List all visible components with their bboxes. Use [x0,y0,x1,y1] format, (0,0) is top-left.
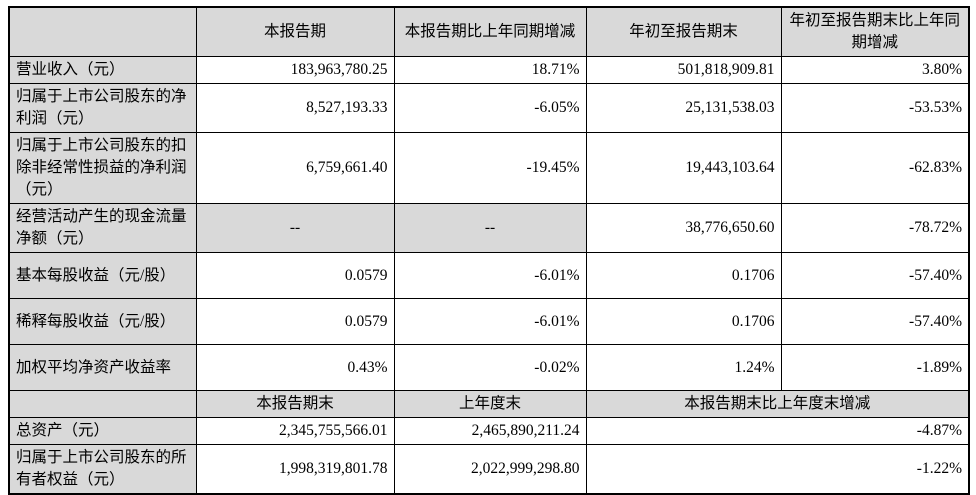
cell-period-end: 1,998,319,801.78 [195,444,395,495]
header-yoy-change: 本报告期比上年同期增减 [393,6,587,57]
cell-yoy: -6.01% [393,298,587,345]
cell-ytd: 501,818,909.81 [585,56,782,84]
cell-ytd: 38,776,650.60 [585,203,782,253]
cell-prev-year-end: 2,022,999,298.80 [393,444,587,495]
table-row-diluted-eps: 稀释每股收益（元/股） 0.0579 -6.01% 0.1706 -57.40% [8,298,970,345]
cell-ytd-yoy: -78.72% [780,203,970,253]
cell-period-end: 2,345,755,566.01 [195,417,395,445]
cell-current-na: -- [195,203,395,253]
cell-ytd-yoy: -57.40% [780,252,970,299]
table-row-net-profit-excl-nonrecurring: 归属于上市公司股东的扣除非经常性损益的净利润（元） 6,759,661.40 -… [8,132,970,204]
table-row-weighted-avg-roe: 加权平均净资产收益率 0.43% -0.02% 1.24% -1.89% [8,344,970,391]
header-prev-year-end: 上年度末 [393,390,587,418]
header-blank-cell [8,390,197,418]
cell-ytd: 1.24% [585,344,782,391]
header-ytd: 年初至报告期末 [585,6,782,57]
row-label: 总资产（元） [8,417,197,445]
cell-ytd: 0.1706 [585,252,782,299]
header-current-period: 本报告期 [195,6,395,57]
cell-current: 0.0579 [195,298,395,345]
table-row-operating-cash-flow: 经营活动产生的现金流量净额（元） -- -- 38,776,650.60 -78… [8,203,970,253]
header-period-end: 本报告期末 [195,390,395,418]
cell-ytd-yoy: 3.80% [780,56,970,84]
table-row-revenue: 营业收入（元） 183,963,780.25 18.71% 501,818,90… [8,56,970,84]
cell-prev-year-end: 2,465,890,211.24 [393,417,587,445]
cell-ytd-yoy: -62.83% [780,132,970,204]
cell-current: 0.0579 [195,252,395,299]
row-label: 稀释每股收益（元/股） [8,298,197,345]
cell-yoy: -19.45% [393,132,587,204]
cell-current: 183,963,780.25 [195,56,395,84]
cell-current: 0.43% [195,344,395,391]
row-label: 基本每股收益（元/股） [8,252,197,299]
row-label: 营业收入（元） [8,56,197,84]
table-row-basic-eps: 基本每股收益（元/股） 0.0579 -6.01% 0.1706 -57.40% [8,252,970,299]
cell-yoy: -6.01% [393,252,587,299]
cell-current: 6,759,661.40 [195,132,395,204]
row-label: 经营活动产生的现金流量净额（元） [8,203,197,253]
row-label: 归属于上市公司股东的所有者权益（元） [8,444,197,495]
cell-yoy-na: -- [393,203,587,253]
header-blank-cell [8,6,197,57]
cell-yoy: -6.05% [393,83,587,133]
cell-ytd: 19,443,103.64 [585,132,782,204]
row-label: 加权平均净资产收益率 [8,344,197,391]
cell-change: -1.22% [585,444,970,495]
header-change-vs-prev-year-end: 本报告期末比上年度末增减 [585,390,970,418]
cell-current: 8,527,193.33 [195,83,395,133]
header-ytd-yoy-change: 年初至报告期末比上年同期增减 [780,6,970,57]
header-row-period: 本报告期 本报告期比上年同期增减 年初至报告期末 年初至报告期末比上年同期增减 [8,6,970,57]
financial-summary-table: 本报告期 本报告期比上年同期增减 年初至报告期末 年初至报告期末比上年同期增减 … [8,6,970,495]
cell-ytd-yoy: -57.40% [780,298,970,345]
cell-ytd-yoy: -53.53% [780,83,970,133]
cell-ytd: 25,131,538.03 [585,83,782,133]
table-row-total-assets: 总资产（元） 2,345,755,566.01 2,465,890,211.24… [8,417,970,445]
cell-ytd-yoy: -1.89% [780,344,970,391]
cell-change: -4.87% [585,417,970,445]
row-label: 归属于上市公司股东的净利润（元） [8,83,197,133]
table-row-net-profit: 归属于上市公司股东的净利润（元） 8,527,193.33 -6.05% 25,… [8,83,970,133]
row-label: 归属于上市公司股东的扣除非经常性损益的净利润（元） [8,132,197,204]
cell-ytd: 0.1706 [585,298,782,345]
cell-yoy: -0.02% [393,344,587,391]
report-page: 本报告期 本报告期比上年同期增减 年初至报告期末 年初至报告期末比上年同期增减 … [8,6,970,495]
header-row-period-end: 本报告期末 上年度末 本报告期末比上年度末增减 [8,390,970,418]
table-row-equity: 归属于上市公司股东的所有者权益（元） 1,998,319,801.78 2,02… [8,444,970,495]
cell-yoy: 18.71% [393,56,587,84]
